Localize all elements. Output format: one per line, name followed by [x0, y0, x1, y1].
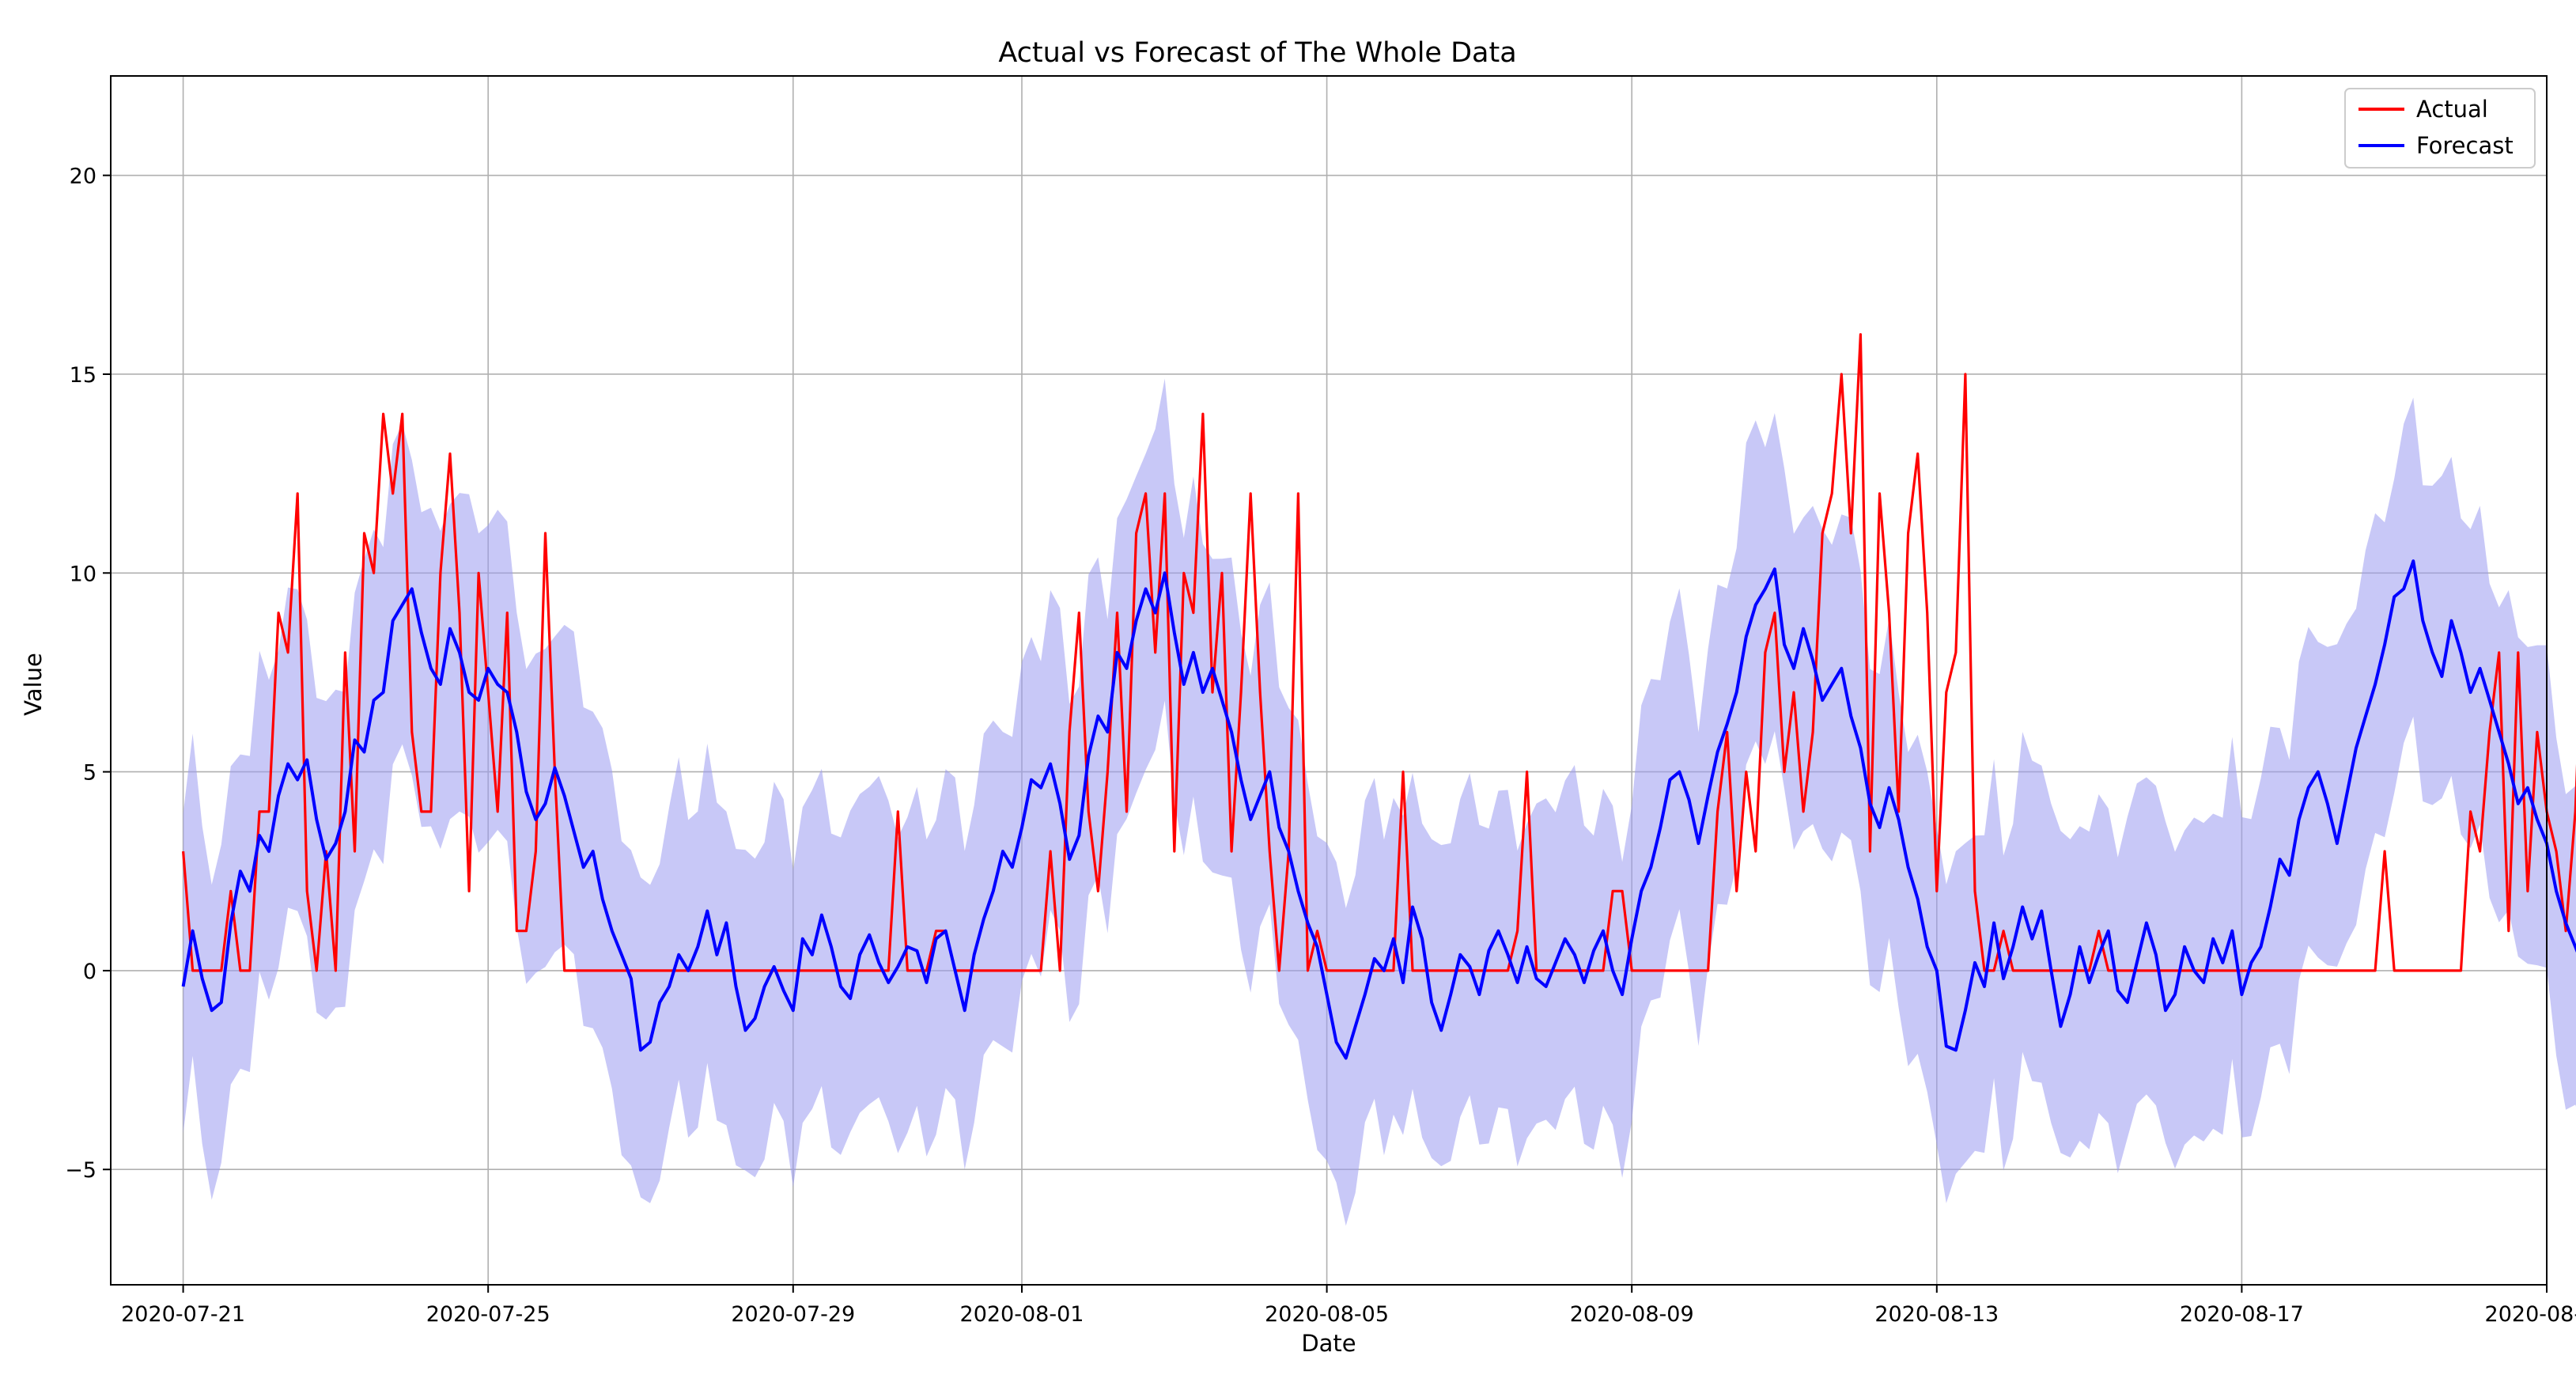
- x-tick-label: 2020-07-29: [731, 1302, 855, 1327]
- legend-actual-label: Actual: [2416, 96, 2488, 123]
- forecast-confidence-band: [183, 378, 2576, 1226]
- legend-forecast-label: Forecast: [2416, 132, 2514, 159]
- y-axis-ticks: −5 0 5 10 15 20: [65, 165, 111, 1183]
- y-tick-label: −5: [65, 1158, 96, 1183]
- x-tick-label: 2020-08-01: [960, 1302, 1084, 1327]
- series: [181, 333, 2576, 1060]
- x-tick-label: 2020-08-13: [1874, 1302, 1999, 1327]
- forecast-series-line: [181, 559, 2576, 1060]
- x-tick-label: 2020-08-09: [1570, 1302, 1694, 1327]
- x-tick-label: 2020-07-25: [426, 1302, 550, 1327]
- x-axis-label: Date: [1301, 1330, 1356, 1357]
- y-tick-label: 10: [70, 562, 96, 586]
- y-tick-label: 15: [70, 363, 96, 388]
- y-tick-label: 20: [70, 165, 96, 189]
- x-tick-label: 2020-08-17: [2180, 1302, 2304, 1327]
- plot-frame: [110, 75, 2548, 1286]
- x-axis-ticks: 2020-07-21 2020-07-25 2020-07-29 2020-08-01…: [121, 1285, 2576, 1327]
- actual-series-line: [182, 333, 2576, 972]
- chart-title: Actual vs Forecast of The Whole Data: [998, 37, 1516, 69]
- y-tick-label: 0: [83, 960, 96, 984]
- x-tick-label: 2020-08-05: [1265, 1302, 1389, 1327]
- x-tick-label: 2020-08-21: [2485, 1302, 2576, 1327]
- x-tick-label: 2020-07-21: [121, 1302, 245, 1327]
- y-axis-label: Value: [20, 653, 47, 716]
- y-tick-label: 5: [83, 761, 96, 786]
- legend: Actual Forecast: [2344, 88, 2536, 169]
- forecast-band: [183, 378, 2576, 1226]
